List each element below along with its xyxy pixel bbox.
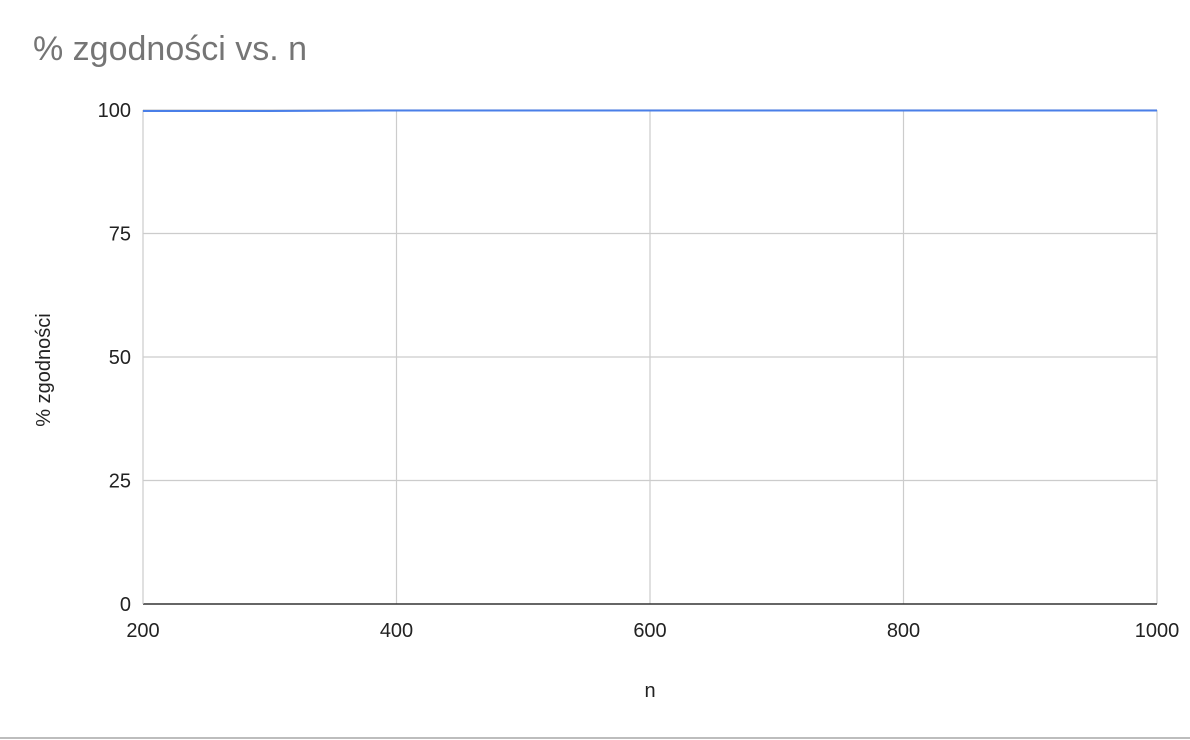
series-line bbox=[143, 109, 1157, 112]
axis-layer bbox=[142, 110, 1157, 605]
x-tick-label: 400 bbox=[380, 620, 413, 642]
x-tick-label: 600 bbox=[633, 620, 666, 642]
y-tick-label: 25 bbox=[109, 471, 131, 493]
series-layer bbox=[143, 109, 1157, 112]
y-axis-title: % zgodności bbox=[33, 313, 55, 426]
y-tick-label: 0 bbox=[120, 594, 131, 616]
y-tick-label: 75 bbox=[109, 224, 131, 246]
chart-title: % zgodności vs. n bbox=[33, 30, 308, 68]
grid-layer bbox=[143, 109, 1158, 604]
bottom-divider bbox=[0, 737, 1190, 739]
y-tick-label: 100 bbox=[98, 100, 131, 122]
y-tick-label: 50 bbox=[109, 347, 131, 369]
x-axis-title: n bbox=[644, 680, 655, 702]
x-tick-label: 800 bbox=[887, 620, 920, 642]
x-tick-label: 1000 bbox=[1135, 620, 1180, 642]
tick-label-layer: 0 25 50 75 100 200 400 600 800 1000 bbox=[98, 100, 1180, 642]
x-tick-label: 200 bbox=[126, 620, 159, 642]
